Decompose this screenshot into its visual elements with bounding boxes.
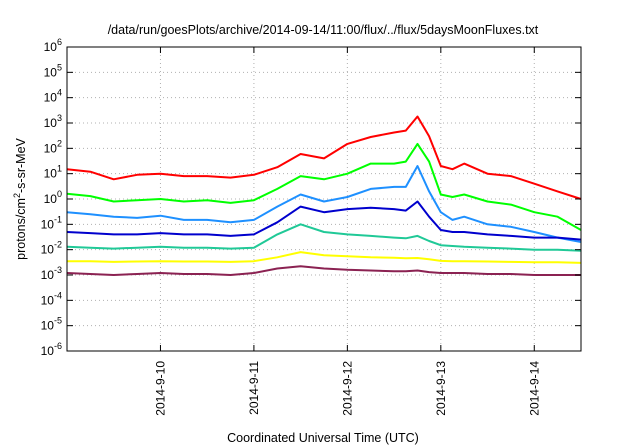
series-line-1: [66, 115, 582, 200]
x-tick-label: 2014-9-11: [247, 361, 261, 415]
x-axis-label: Coordinated Universal Time (UTC): [227, 431, 419, 445]
series-line-2: [66, 142, 582, 231]
y-tick-label: 106: [44, 37, 62, 54]
y-tick-label: 10-6: [41, 341, 62, 358]
y-tick-label: 104: [44, 88, 62, 105]
series-group: [66, 115, 582, 276]
y-tick-label: 105: [44, 62, 62, 79]
series-line-3: [66, 165, 582, 243]
y-tick-label: 100: [44, 189, 62, 206]
chart-title: /data/run/goesPlots/archive/2014-09-14/1…: [108, 23, 539, 37]
y-tick-label: 10-5: [41, 316, 62, 333]
y-tick-label: 10-3: [41, 265, 62, 282]
y-axis-label: protons/cm2-s-sr-MeV: [12, 137, 28, 259]
x-tick-label: 2014-9-14: [527, 361, 541, 416]
y-tick-label: 10-1: [41, 214, 62, 231]
series-line-6: [67, 251, 582, 264]
y-tick-label: 10-2: [41, 240, 62, 257]
x-tick-label: 2014-9-10: [153, 361, 167, 416]
axis-ticks: 106 105 104 103 102 101 100 10-1 10-2 10-3 10-4 10-…: [41, 37, 581, 416]
y-tick-label: 102: [44, 138, 62, 155]
x-tick-label: 2014-9-12: [340, 361, 354, 416]
series-line-4: [66, 200, 582, 241]
series-line-7: [66, 265, 581, 276]
series-line-5: [66, 223, 582, 252]
y-tick-label: 101: [44, 164, 62, 181]
x-tick-label: 2014-9-13: [434, 361, 448, 416]
y-tick-label: 10-4: [41, 290, 62, 307]
y-tick-label: 103: [44, 113, 62, 130]
